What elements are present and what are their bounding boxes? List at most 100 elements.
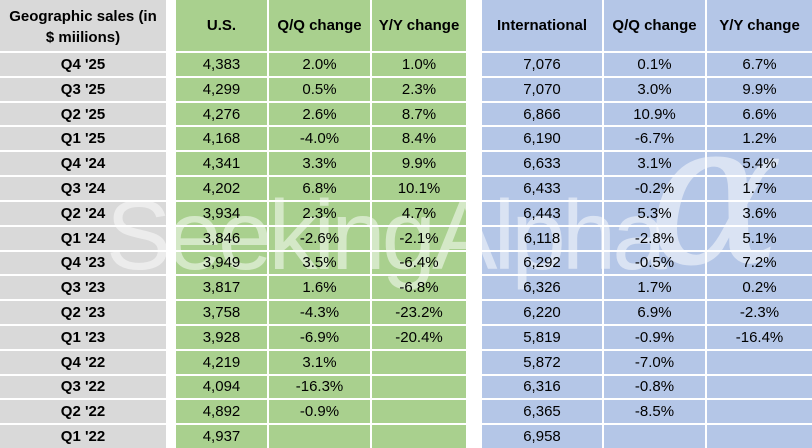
- column-spacer: [168, 425, 174, 448]
- col-header-intl-qq-change: Q/Q change: [604, 0, 705, 51]
- cell-intl-yy-change: 5.1%: [707, 226, 812, 250]
- cell-us-yy-change: -20.4%: [372, 325, 466, 349]
- cell-intl-qq-change: -2.8%: [604, 226, 705, 250]
- column-spacer: [168, 152, 174, 175]
- column-spacer: [468, 326, 480, 349]
- cell-intl-yy-change: 9.9%: [707, 77, 812, 101]
- column-spacer: [468, 78, 480, 101]
- cell-us-sales: 4,892: [176, 400, 267, 424]
- cell-us-qq-change: 3.1%: [269, 350, 370, 374]
- cell-quarter: Q3 '22: [0, 375, 166, 399]
- cell-intl-sales: 6,866: [482, 102, 602, 126]
- cell-intl-sales: 7,070: [482, 77, 602, 101]
- cell-intl-yy-change: [707, 425, 812, 448]
- column-spacer: [168, 103, 174, 126]
- cell-us-yy-change: 8.7%: [372, 102, 466, 126]
- col-header-intl-yy-change: Y/Y change: [707, 0, 812, 51]
- cell-us-sales: 3,817: [176, 276, 267, 300]
- cell-intl-qq-change: 0.1%: [604, 53, 705, 76]
- cell-quarter: Q2 '22: [0, 400, 166, 424]
- cell-quarter: Q2 '25: [0, 102, 166, 126]
- cell-intl-yy-change: 3.6%: [707, 201, 812, 225]
- table-title-line1: Geographic sales (in: [9, 7, 157, 25]
- column-spacer: [468, 103, 480, 126]
- column-spacer: [168, 400, 174, 423]
- column-spacer: [168, 326, 174, 349]
- table-title: Geographic sales (in $ miilions): [0, 0, 166, 51]
- cell-us-qq-change: 2.6%: [269, 102, 370, 126]
- cell-intl-yy-change: 1.7%: [707, 177, 812, 200]
- cell-intl-yy-change: 0.2%: [707, 276, 812, 300]
- col-header-us-yy-change: Y/Y change: [372, 0, 466, 51]
- cell-intl-qq-change: -0.9%: [604, 325, 705, 349]
- cell-intl-sales: 6,292: [482, 251, 602, 275]
- cell-quarter: Q1 '22: [0, 425, 166, 448]
- cell-intl-sales: 5,819: [482, 325, 602, 349]
- cell-intl-yy-change: [707, 400, 812, 424]
- column-spacer: [468, 425, 480, 448]
- column-spacer: [468, 152, 480, 175]
- cell-us-yy-change: [372, 375, 466, 399]
- cell-intl-qq-change: -7.0%: [604, 350, 705, 374]
- column-spacer: [468, 400, 480, 423]
- cell-quarter: Q2 '24: [0, 201, 166, 225]
- cell-us-sales: 4,383: [176, 53, 267, 76]
- column-spacer: [468, 0, 480, 51]
- cell-intl-yy-change: [707, 350, 812, 374]
- column-spacer: [468, 53, 480, 76]
- column-spacer: [168, 351, 174, 374]
- cell-intl-qq-change: -8.5%: [604, 400, 705, 424]
- cell-us-yy-change: 10.1%: [372, 177, 466, 200]
- cell-intl-yy-change: -2.3%: [707, 301, 812, 324]
- cell-us-qq-change: 3.3%: [269, 152, 370, 176]
- cell-quarter: Q4 '23: [0, 251, 166, 275]
- cell-us-yy-change: 8.4%: [372, 127, 466, 151]
- cell-intl-sales: 6,443: [482, 201, 602, 225]
- cell-us-sales: 4,168: [176, 127, 267, 151]
- cell-us-sales: 4,276: [176, 102, 267, 126]
- cell-intl-sales: 6,118: [482, 226, 602, 250]
- cell-intl-qq-change: -0.5%: [604, 251, 705, 275]
- cell-quarter: Q4 '24: [0, 152, 166, 176]
- cell-quarter: Q1 '23: [0, 325, 166, 349]
- cell-us-yy-change: 9.9%: [372, 152, 466, 176]
- cell-us-sales: 4,341: [176, 152, 267, 176]
- cell-us-sales: 3,934: [176, 201, 267, 225]
- cell-us-yy-change: [372, 400, 466, 424]
- cell-quarter: Q2 '23: [0, 301, 166, 324]
- cell-us-qq-change: 1.6%: [269, 276, 370, 300]
- cell-us-qq-change: 6.8%: [269, 177, 370, 200]
- cell-quarter: Q1 '25: [0, 127, 166, 151]
- cell-intl-sales: 6,316: [482, 375, 602, 399]
- cell-us-sales: 4,219: [176, 350, 267, 374]
- cell-us-yy-change: -23.2%: [372, 301, 466, 324]
- table-title-line2: $ miilions): [45, 28, 121, 46]
- cell-us-qq-change: [269, 425, 370, 448]
- column-spacer: [168, 227, 174, 250]
- column-spacer: [468, 227, 480, 250]
- cell-us-qq-change: 2.0%: [269, 53, 370, 76]
- cell-us-yy-change: -6.8%: [372, 276, 466, 300]
- cell-intl-yy-change: 5.4%: [707, 152, 812, 176]
- cell-us-yy-change: 4.7%: [372, 201, 466, 225]
- cell-quarter: Q3 '24: [0, 177, 166, 200]
- cell-quarter: Q4 '25: [0, 53, 166, 76]
- cell-us-sales: 4,094: [176, 375, 267, 399]
- column-spacer: [468, 351, 480, 374]
- cell-intl-yy-change: [707, 375, 812, 399]
- cell-intl-sales: 6,190: [482, 127, 602, 151]
- cell-intl-qq-change: -0.2%: [604, 177, 705, 200]
- cell-us-qq-change: 2.3%: [269, 201, 370, 225]
- cell-intl-sales: 6,326: [482, 276, 602, 300]
- cell-us-sales: 3,758: [176, 301, 267, 324]
- cell-us-qq-change: -6.9%: [269, 325, 370, 349]
- column-spacer: [468, 252, 480, 275]
- cell-us-sales: 4,937: [176, 425, 267, 448]
- column-spacer: [168, 177, 174, 200]
- column-spacer: [168, 301, 174, 324]
- cell-us-qq-change: 3.5%: [269, 251, 370, 275]
- cell-us-sales: 3,928: [176, 325, 267, 349]
- cell-us-sales: 4,299: [176, 77, 267, 101]
